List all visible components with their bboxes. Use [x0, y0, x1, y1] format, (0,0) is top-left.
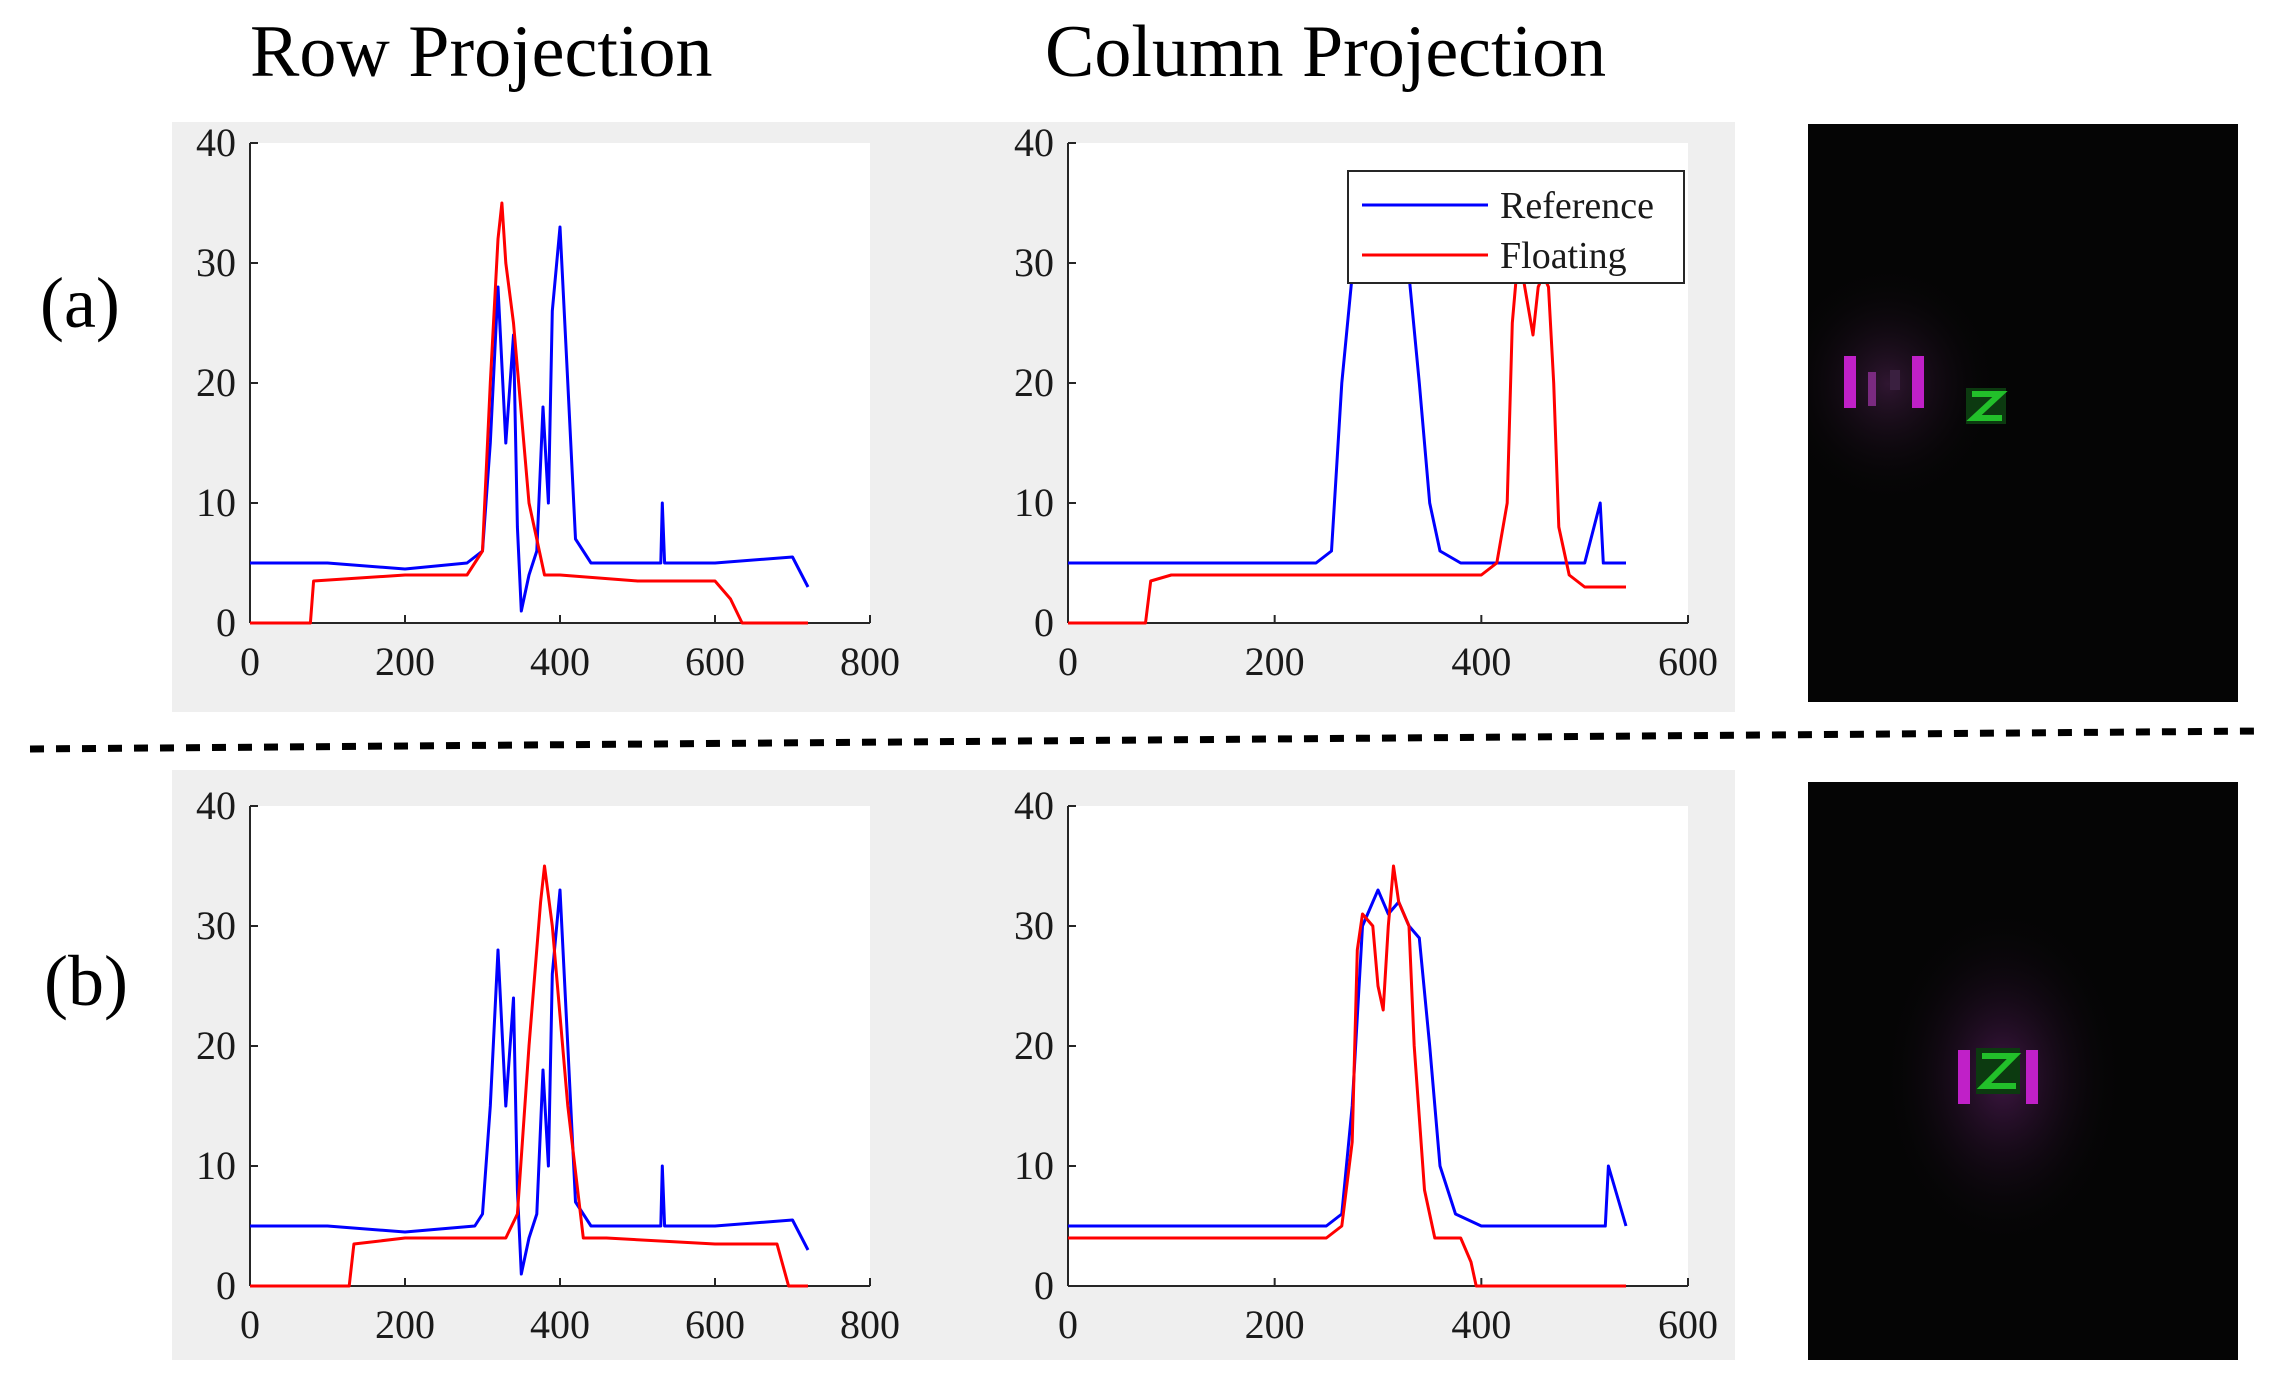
x-tick-label: 800 — [840, 639, 900, 684]
x-tick-label: 600 — [685, 639, 745, 684]
x-tick-label: 600 — [1658, 1302, 1718, 1347]
y-tick-label: 20 — [196, 1023, 236, 1068]
x-tick-label: 0 — [240, 639, 260, 684]
x-tick-label: 600 — [1658, 639, 1718, 684]
y-tick-label: 10 — [196, 480, 236, 525]
legend: Reference Floating — [1347, 170, 1685, 284]
overlay-image-b — [1808, 782, 2238, 1360]
y-tick-label: 0 — [216, 600, 236, 645]
overlay-image-b-graphic — [1883, 907, 2123, 1247]
y-tick-label: 30 — [196, 240, 236, 285]
y-tick-label: 30 — [1014, 903, 1054, 948]
row-label-a: (a) — [40, 263, 120, 343]
x-tick-label: 400 — [530, 1302, 590, 1347]
y-tick-label: 40 — [1014, 120, 1054, 165]
y-tick-label: 40 — [196, 120, 236, 165]
y-tick-label: 0 — [216, 1263, 236, 1308]
series-line-reference — [250, 888, 810, 1276]
z-marker-b — [1976, 1048, 2022, 1094]
z-marker-a — [1966, 388, 2008, 424]
y-tick-label: 20 — [196, 360, 236, 405]
y-tick-label: 0 — [1034, 1263, 1054, 1308]
series-line-floating — [1068, 864, 1626, 1288]
y-tick-label: 0 — [1034, 600, 1054, 645]
x-tick-label: 200 — [375, 1302, 435, 1347]
x-tick-label: 200 — [1245, 1302, 1305, 1347]
chart-b-row: 0 200 400 600 800 0 10 20 30 40 — [196, 783, 900, 1347]
overlay-image-a — [1778, 124, 2238, 702]
legend-label-reference: Reference — [1500, 185, 1654, 227]
y-tick-label: 40 — [196, 783, 236, 828]
x-tick-label: 0 — [240, 1302, 260, 1347]
plot-area-a-row — [250, 143, 870, 623]
chart-b-col: 0 200 400 600 0 10 20 30 40 — [1014, 783, 1718, 1347]
legend-box — [1347, 170, 1685, 284]
chart-a-row: 0 200 400 600 800 0 10 20 30 40 — [196, 120, 900, 684]
y-tick-label: 40 — [1014, 783, 1054, 828]
series-line-floating — [250, 201, 808, 625]
overlay-image-a-graphic — [1778, 264, 2008, 504]
column-projection-title: Column Projection — [1045, 11, 1607, 93]
x-tick-label: 600 — [685, 1302, 745, 1347]
x-tick-label: 800 — [840, 1302, 900, 1347]
chart-a-col: 0 200 400 600 0 10 20 30 40 Reference Floating — [1014, 120, 1718, 684]
series-line-floating — [250, 864, 808, 1288]
y-tick-label: 10 — [1014, 480, 1054, 525]
y-tick-label: 30 — [1014, 240, 1054, 285]
x-tick-label: 0 — [1058, 1302, 1078, 1347]
x-tick-label: 0 — [1058, 639, 1078, 684]
x-tick-label: 400 — [1451, 1302, 1511, 1347]
plot-area-b-row — [250, 806, 870, 1286]
plot-area-b-col — [1068, 806, 1688, 1286]
y-tick-label: 20 — [1014, 360, 1054, 405]
x-tick-label: 400 — [530, 639, 590, 684]
x-tick-label: 200 — [375, 639, 435, 684]
row-projection-title: Row Projection — [250, 11, 713, 93]
y-tick-label: 10 — [196, 1143, 236, 1188]
legend-label-floating: Floating — [1500, 235, 1627, 277]
x-tick-label: 400 — [1451, 639, 1511, 684]
y-tick-label: 10 — [1014, 1143, 1054, 1188]
y-tick-label: 20 — [1014, 1023, 1054, 1068]
row-label-b: (b) — [44, 941, 128, 1021]
y-tick-label: 30 — [196, 903, 236, 948]
x-tick-label: 200 — [1245, 639, 1305, 684]
